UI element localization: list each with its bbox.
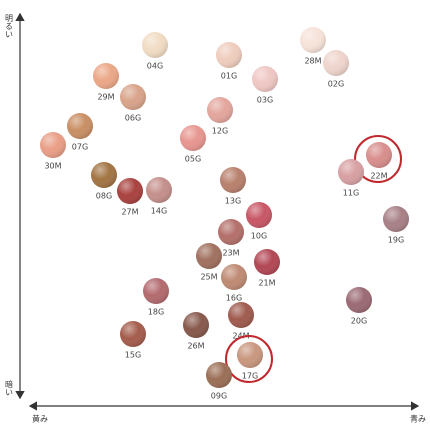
swatch-label: 15G (125, 351, 141, 360)
swatch-label: 16G (226, 294, 242, 303)
swatch-label: 07G (72, 143, 88, 152)
swatch-label: 29M (97, 93, 114, 102)
highlight-ring (225, 335, 273, 383)
swatch-label: 03G (257, 96, 273, 105)
swatch-shine (146, 177, 172, 203)
swatch-shine (206, 362, 232, 388)
swatch-shine (323, 50, 349, 76)
swatch-shine (180, 125, 206, 151)
swatch-label: 08G (96, 192, 112, 201)
swatch-shine (254, 249, 280, 275)
swatch-shine (91, 162, 117, 188)
swatch-label: 09G (211, 392, 227, 401)
swatch-shine (346, 287, 372, 313)
swatch-label: 17G (242, 372, 258, 381)
swatch-shine (207, 97, 233, 123)
swatch-label: 28M (304, 57, 321, 66)
swatch-shine (300, 27, 326, 53)
swatch-shine (120, 321, 146, 347)
swatch-label: 01G (221, 72, 237, 81)
axis-bottom-label: 暗い (5, 379, 14, 396)
swatch-shine (183, 312, 209, 338)
swatch-label: 11G (343, 189, 359, 198)
swatch-label: 26M (187, 342, 204, 351)
swatch-shine (40, 132, 66, 158)
swatch-label: 18G (148, 308, 164, 317)
swatch-label: 30M (44, 162, 61, 171)
swatch-shine (196, 243, 222, 269)
swatch-shine (218, 219, 244, 245)
swatch-label: 21M (258, 279, 275, 288)
swatch-label: 12G (212, 127, 228, 136)
swatch-label: 20G (351, 317, 367, 326)
swatch-label: 10G (251, 232, 267, 241)
swatch-shine (143, 278, 169, 304)
swatch-label: 02G (328, 80, 344, 89)
swatch-label: 27M (121, 208, 138, 217)
swatch-label: 13G (225, 197, 241, 206)
swatch-label: 05G (185, 155, 201, 164)
swatch-shine (221, 264, 247, 290)
swatch-label: 14G (151, 207, 167, 216)
highlight-ring (354, 135, 402, 183)
swatch-shine (237, 342, 263, 368)
axis-right-label: 青み (410, 414, 426, 424)
axis-left-label: 黄み (32, 414, 48, 424)
swatch-shine (366, 142, 392, 168)
swatch-label: 23M (222, 249, 239, 258)
swatch-shine (228, 302, 254, 328)
swatch-shine (117, 178, 143, 204)
swatch-label: 06G (125, 114, 141, 123)
swatch-shine (220, 167, 246, 193)
swatch-label: 04G (147, 62, 163, 71)
swatch-label: 22M (370, 172, 387, 181)
swatch-label: 25M (200, 273, 217, 282)
swatch-shine (93, 63, 119, 89)
swatch-shine (142, 32, 168, 58)
swatch-shine (216, 42, 242, 68)
swatch-label: 19G (388, 236, 404, 245)
swatch-shine (67, 113, 93, 139)
swatch-shine (383, 206, 409, 232)
axis-top-label: 明るい (5, 14, 14, 38)
swatch-shine (338, 159, 364, 185)
swatch-shine (120, 84, 146, 110)
swatch-shine (252, 66, 278, 92)
swatch-label: 24M (232, 332, 249, 341)
swatch-shine (246, 202, 272, 228)
